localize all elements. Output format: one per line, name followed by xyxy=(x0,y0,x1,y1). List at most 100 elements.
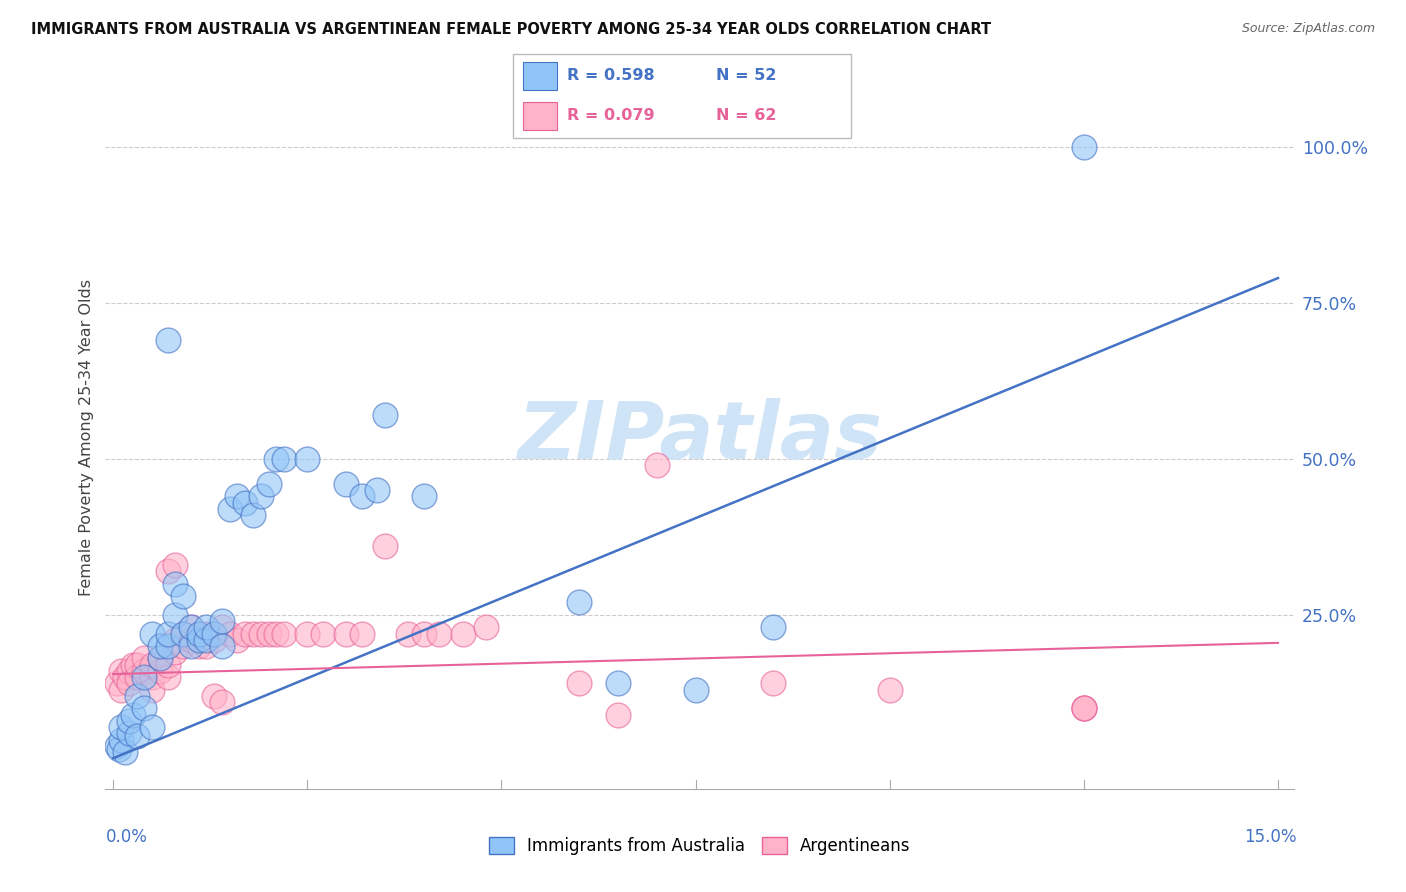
Point xyxy=(125,689,148,703)
Text: N = 62: N = 62 xyxy=(716,108,776,123)
Point xyxy=(211,639,233,653)
Point xyxy=(134,701,156,715)
Point xyxy=(257,626,280,640)
Point xyxy=(172,626,194,640)
Point xyxy=(273,451,295,466)
Point xyxy=(233,626,256,640)
Point xyxy=(226,489,249,503)
Point xyxy=(110,682,132,697)
Point xyxy=(118,676,141,690)
Point xyxy=(266,451,288,466)
Point xyxy=(125,670,148,684)
Point xyxy=(211,614,233,628)
Text: IMMIGRANTS FROM AUSTRALIA VS ARGENTINEAN FEMALE POVERTY AMONG 25-34 YEAR OLDS CO: IMMIGRANTS FROM AUSTRALIA VS ARGENTINEAN… xyxy=(31,22,991,37)
Point xyxy=(1073,701,1095,715)
Point xyxy=(141,626,163,640)
Point xyxy=(105,739,128,753)
Point xyxy=(134,664,156,678)
Point xyxy=(180,620,202,634)
Point xyxy=(195,639,218,653)
Point xyxy=(125,657,148,672)
Point xyxy=(451,626,474,640)
Point xyxy=(114,670,136,684)
Point xyxy=(165,576,187,591)
Bar xyxy=(523,102,557,130)
Point xyxy=(114,745,136,759)
Point xyxy=(118,664,141,678)
Point xyxy=(141,657,163,672)
Point xyxy=(156,334,179,348)
Point xyxy=(187,626,209,640)
Text: ZIPatlas: ZIPatlas xyxy=(517,398,882,476)
FancyBboxPatch shape xyxy=(513,54,851,138)
Point xyxy=(156,670,179,684)
Point xyxy=(110,732,132,747)
Point xyxy=(211,620,233,634)
Point xyxy=(195,626,218,640)
Point xyxy=(218,501,240,516)
Point xyxy=(121,707,143,722)
Point xyxy=(297,626,319,640)
Point xyxy=(297,451,319,466)
Point xyxy=(165,558,187,572)
Point xyxy=(156,626,179,640)
Point xyxy=(141,682,163,697)
Legend: Immigrants from Australia, Argentineans: Immigrants from Australia, Argentineans xyxy=(482,830,917,863)
Point xyxy=(350,489,373,503)
Point xyxy=(242,508,264,522)
Point xyxy=(366,483,388,497)
Point xyxy=(172,589,194,603)
Point xyxy=(149,664,172,678)
Point xyxy=(226,632,249,647)
Point xyxy=(266,626,288,640)
Point xyxy=(374,409,396,423)
Point xyxy=(396,626,419,640)
Text: 15.0%: 15.0% xyxy=(1244,828,1296,846)
Point xyxy=(568,595,591,609)
Point xyxy=(427,626,450,640)
Point xyxy=(1073,701,1095,715)
Point xyxy=(312,626,335,640)
Point xyxy=(187,632,209,647)
Point xyxy=(149,639,172,653)
Point xyxy=(202,632,225,647)
Point xyxy=(134,651,156,665)
Point xyxy=(149,651,172,665)
Point xyxy=(165,607,187,622)
Point xyxy=(156,657,179,672)
Y-axis label: Female Poverty Among 25-34 Year Olds: Female Poverty Among 25-34 Year Olds xyxy=(79,278,94,596)
Text: R = 0.079: R = 0.079 xyxy=(567,108,655,123)
Point xyxy=(1073,701,1095,715)
Point xyxy=(202,689,225,703)
Point xyxy=(165,645,187,659)
Point xyxy=(1073,140,1095,154)
Point xyxy=(156,564,179,578)
Point xyxy=(110,720,132,734)
Point xyxy=(141,670,163,684)
Point xyxy=(195,620,218,634)
Point xyxy=(121,657,143,672)
Point xyxy=(412,626,434,640)
Point xyxy=(273,626,295,640)
Point xyxy=(211,695,233,709)
Point xyxy=(607,707,630,722)
Point xyxy=(568,676,591,690)
Point xyxy=(350,626,373,640)
Point xyxy=(156,639,179,653)
Point xyxy=(335,626,357,640)
Point xyxy=(879,682,901,697)
Point xyxy=(187,626,209,640)
Point xyxy=(762,676,785,690)
Point xyxy=(187,639,209,653)
Point xyxy=(180,632,202,647)
Text: N = 52: N = 52 xyxy=(716,69,776,84)
Point xyxy=(335,476,357,491)
Point xyxy=(685,682,707,697)
Point xyxy=(762,620,785,634)
Point xyxy=(202,626,225,640)
Point xyxy=(257,476,280,491)
Point xyxy=(195,632,218,647)
Point xyxy=(645,458,668,472)
Text: R = 0.598: R = 0.598 xyxy=(567,69,655,84)
Point xyxy=(141,720,163,734)
